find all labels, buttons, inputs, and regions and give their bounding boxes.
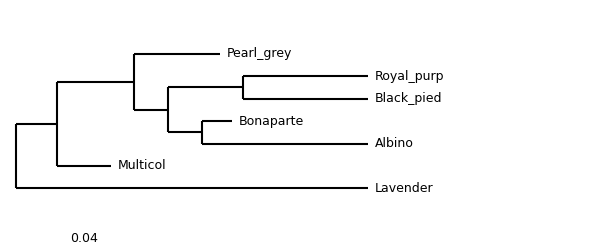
Text: Albino: Albino	[375, 137, 414, 150]
Text: Black_pied: Black_pied	[375, 92, 443, 105]
Text: Multicol: Multicol	[118, 159, 167, 172]
Text: Royal_purp: Royal_purp	[375, 70, 445, 83]
Text: 0.04: 0.04	[70, 232, 98, 245]
Text: Pearl_grey: Pearl_grey	[227, 47, 293, 60]
Text: Lavender: Lavender	[375, 182, 434, 195]
Text: Bonaparte: Bonaparte	[239, 115, 304, 127]
